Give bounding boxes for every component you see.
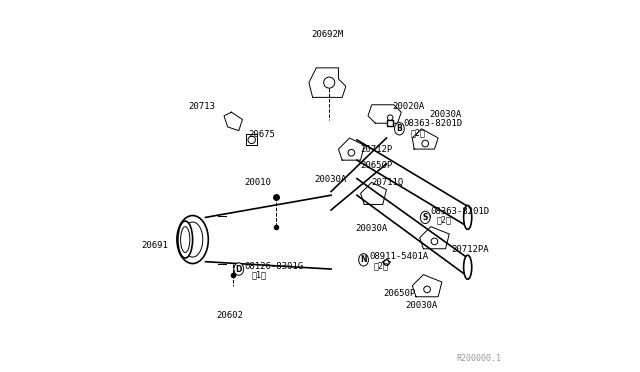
Text: 08126-8301G: 08126-8301G	[244, 262, 303, 271]
Text: 20711Q: 20711Q	[372, 178, 404, 187]
Ellipse shape	[463, 205, 472, 230]
Ellipse shape	[177, 215, 208, 263]
Ellipse shape	[348, 150, 355, 156]
Text: 08363-8201D: 08363-8201D	[404, 119, 463, 128]
Ellipse shape	[422, 140, 429, 147]
Text: B: B	[397, 124, 403, 133]
Ellipse shape	[424, 286, 430, 293]
Text: D: D	[236, 264, 242, 273]
Text: 20692M: 20692M	[311, 30, 344, 39]
Text: 20030A: 20030A	[405, 301, 438, 311]
Text: 20602: 20602	[216, 311, 243, 320]
Ellipse shape	[387, 115, 393, 121]
Text: 20030A: 20030A	[314, 175, 347, 184]
Ellipse shape	[234, 263, 244, 275]
Ellipse shape	[431, 238, 438, 245]
Ellipse shape	[180, 227, 190, 253]
Text: 20712PA: 20712PA	[451, 245, 489, 254]
Text: 20691: 20691	[141, 241, 168, 250]
Text: 20030A: 20030A	[355, 224, 387, 233]
Ellipse shape	[420, 211, 430, 224]
Text: S: S	[422, 213, 428, 222]
Text: R200000.1: R200000.1	[456, 354, 501, 363]
Text: 08911-5401A: 08911-5401A	[370, 252, 429, 262]
Text: 20713: 20713	[188, 102, 215, 111]
Text: 20650P: 20650P	[383, 289, 415, 298]
Ellipse shape	[182, 222, 203, 257]
Text: 20675: 20675	[248, 130, 275, 139]
Text: 08363-8201D: 08363-8201D	[430, 207, 489, 217]
Text: 20030A: 20030A	[429, 110, 461, 119]
Text: N: N	[360, 255, 367, 264]
Ellipse shape	[358, 254, 369, 266]
Text: （2）: （2）	[436, 215, 451, 224]
Ellipse shape	[248, 136, 255, 144]
Text: （1）: （1）	[252, 271, 267, 280]
Text: 20712P: 20712P	[360, 145, 393, 154]
Ellipse shape	[178, 221, 193, 258]
Text: 20010: 20010	[244, 178, 271, 187]
Text: （2）: （2）	[410, 128, 426, 137]
Ellipse shape	[324, 77, 335, 88]
Text: 20020A: 20020A	[392, 102, 424, 111]
Ellipse shape	[463, 255, 472, 279]
Ellipse shape	[394, 122, 404, 135]
Text: 20650P: 20650P	[360, 161, 393, 170]
Text: （2）: （2）	[374, 261, 388, 270]
